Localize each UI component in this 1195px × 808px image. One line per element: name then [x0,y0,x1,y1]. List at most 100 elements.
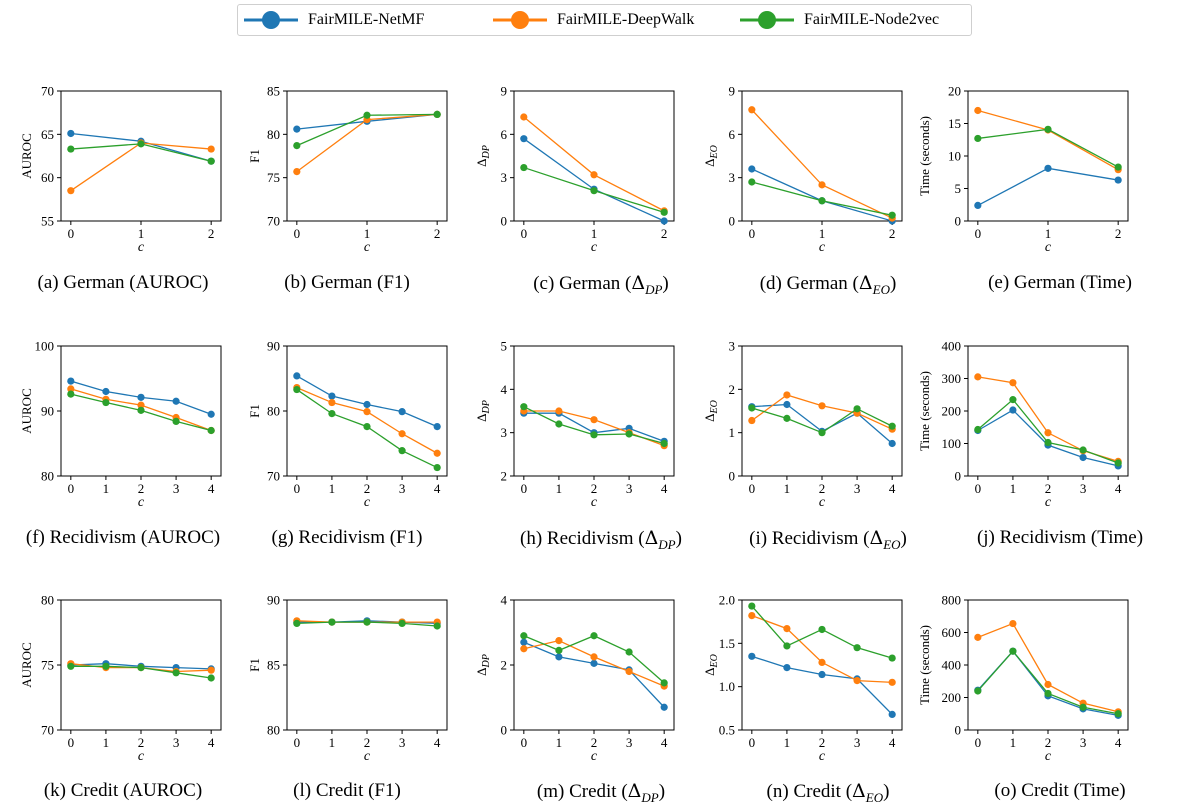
x-tick-label: 1 [329,735,336,750]
chart-panel: 70 75 80 85 0 1 2 c F1 [247,84,448,255]
x-tick-label: 0 [975,226,982,241]
y-tick-label: 10 [948,149,961,164]
x-tick-label: 3 [399,735,406,750]
data-point [748,602,756,610]
y-tick-label: 0 [729,214,736,229]
x-tick-label: 3 [626,481,633,496]
data-point [398,619,406,628]
data-point [363,618,371,626]
x-tick-label: 0 [294,735,301,750]
data-point [172,417,180,425]
y-tick-label: 5 [501,339,508,354]
subfigure-caption: (b) German (F1) [284,272,410,294]
y-tick-label: 75 [267,170,280,185]
x-tick-label: 1 [103,481,110,496]
data-point [1114,459,1122,467]
data-point [433,423,441,431]
legend-label: FairMILE-NetMF [308,11,425,28]
chart-panel: 55 60 65 70 0 1 2 c AUROC [19,84,222,255]
x-tick-label: 1 [1045,226,1052,241]
data-point [172,397,180,405]
data-point [818,625,826,634]
y-tick-label: 9 [501,84,508,99]
y-tick-label: 0 [955,469,962,484]
data-point [555,407,563,415]
data-point [207,410,215,418]
x-tick-label: 3 [1080,481,1087,496]
data-point [520,163,528,172]
data-point [660,679,668,687]
x-tick-label: 1 [556,735,563,750]
y-tick-label: 2 [501,469,508,484]
series-line [751,403,893,444]
data-point [67,187,75,195]
chart-panel: 0 2 4 0 1 2 3 4 c ΔDP [474,593,675,764]
data-point [974,106,982,115]
y-tick-label: 65 [41,127,54,142]
x-tick-label: 3 [399,481,406,496]
legend-marker [740,11,794,29]
data-point [974,425,982,434]
data-point [293,385,301,394]
legend-label: FairMILE-Node2vec [804,11,940,28]
data-point [1114,710,1122,718]
data-point [67,662,75,670]
data-point [102,398,110,407]
caption-text: (c) German ( [533,273,632,294]
y-tick-label: 70 [41,84,54,99]
data-point [748,416,756,425]
y-axis-label: ΔDP [474,145,492,167]
x-tick-label: 2 [364,735,371,750]
chart-panel: 0 100 200 300 400 0 1 2 3 4 c Time (seconds) [917,339,1129,510]
x-tick-label: 3 [854,481,861,496]
x-tick-label: 0 [68,226,75,241]
y-tick-label: 80 [41,593,54,608]
y-tick-label: 200 [942,404,962,419]
data-point [102,387,110,396]
x-axis-label: c [591,749,598,764]
y-tick-label: 80 [267,127,280,142]
x-tick-label: 0 [294,481,301,496]
data-point [137,140,145,148]
x-tick-label: 0 [521,226,528,241]
x-axis-label: c [364,749,371,764]
data-point [1009,647,1017,655]
x-tick-label: 2 [661,226,668,241]
subfigure-caption: (c) German (ΔDP) [533,272,669,298]
x-axis-label: c [1045,749,1052,764]
x-tick-label: 2 [1045,735,1052,750]
caption-suffix: ) [658,781,666,802]
y-tick-label: 4 [501,382,508,397]
x-tick-label: 2 [138,481,145,496]
data-point [520,638,528,646]
data-point [520,632,528,640]
data-point [590,171,598,179]
data-point [590,653,598,661]
data-point [207,157,215,165]
y-tick-label: 1.5 [719,636,735,651]
series-line [70,142,212,192]
data-point [1009,379,1017,387]
subfigure-caption: (g) Recidivism (F1) [272,527,423,549]
data-point [172,669,180,677]
caption-text: (b) German (F1) [284,272,410,293]
caption-delta-symbol: Δ [631,272,646,294]
data-point [137,664,145,672]
data-point [555,646,563,654]
x-tick-label: 0 [521,481,528,496]
series-line [977,167,1119,206]
data-point [102,662,110,670]
legend-marker [493,11,547,29]
y-tick-label: 15 [948,116,961,131]
legend-item: FairMILE-DeepWalk [491,5,731,35]
data-point [1044,689,1052,698]
data-point [67,145,75,153]
data-point [1079,446,1087,454]
data-point [1114,163,1122,171]
data-point [590,431,598,439]
series-line [751,168,893,222]
caption-subscript: EO [883,536,901,552]
data-point [67,377,75,385]
subfigure-caption: (l) Credit (F1) [293,780,401,802]
